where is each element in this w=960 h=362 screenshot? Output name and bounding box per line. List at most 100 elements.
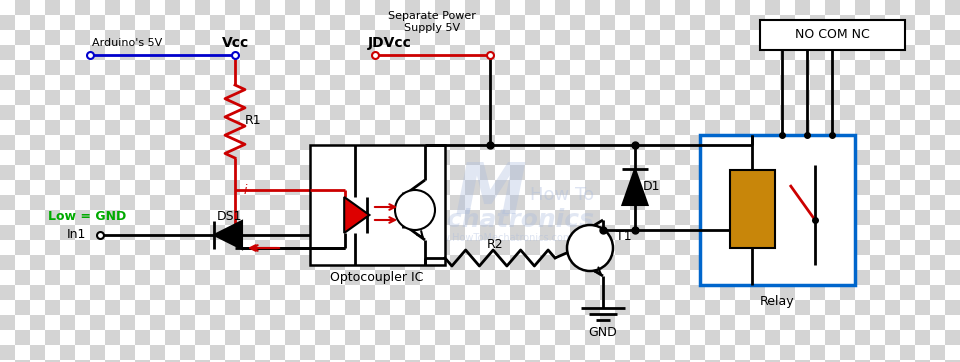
Bar	[105, 195, 120, 210]
Bar	[435, 225, 450, 240]
Bar	[870, 60, 885, 75]
Bar	[840, 60, 855, 75]
Bar	[270, 60, 285, 75]
Bar	[405, 270, 420, 285]
Bar	[510, 210, 525, 225]
Bar	[120, 315, 135, 330]
Bar	[615, 90, 630, 105]
Bar	[900, 105, 915, 120]
Bar	[45, 45, 60, 60]
Bar	[315, 165, 330, 180]
Bar	[105, 180, 120, 195]
Bar	[105, 45, 120, 60]
Bar	[75, 360, 90, 362]
Bar	[495, 225, 510, 240]
Bar	[675, 105, 690, 120]
Bar	[525, 315, 540, 330]
Bar	[465, 180, 480, 195]
Bar	[900, 210, 915, 225]
Bar	[150, 75, 165, 90]
Bar	[570, 345, 585, 360]
Bar	[855, 315, 870, 330]
Bar	[150, 135, 165, 150]
Bar	[600, 195, 615, 210]
Bar	[285, 360, 300, 362]
Bar	[300, 285, 315, 300]
Bar	[105, 210, 120, 225]
Bar	[705, 210, 720, 225]
Bar	[540, 315, 555, 330]
Bar	[795, 135, 810, 150]
Bar	[660, 195, 675, 210]
Bar	[240, 135, 255, 150]
Bar	[255, 0, 270, 15]
Bar	[180, 90, 195, 105]
Bar	[285, 300, 300, 315]
Bar	[600, 165, 615, 180]
Bar	[765, 315, 780, 330]
Bar	[780, 255, 795, 270]
Bar	[225, 315, 240, 330]
Bar	[630, 330, 645, 345]
Bar	[855, 135, 870, 150]
Bar	[315, 285, 330, 300]
Bar	[555, 300, 570, 315]
Bar	[345, 45, 360, 60]
Bar	[360, 45, 375, 60]
Bar	[810, 270, 825, 285]
Bar	[375, 165, 390, 180]
Bar	[705, 105, 720, 120]
Bar	[540, 15, 555, 30]
Bar	[630, 345, 645, 360]
Bar	[315, 240, 330, 255]
Bar	[510, 90, 525, 105]
Bar	[690, 285, 705, 300]
Bar	[900, 360, 915, 362]
Bar	[720, 120, 735, 135]
Bar	[90, 30, 105, 45]
Bar	[435, 300, 450, 315]
Bar	[525, 120, 540, 135]
Bar	[825, 180, 840, 195]
Bar	[255, 270, 270, 285]
Bar	[555, 270, 570, 285]
Bar	[780, 180, 795, 195]
Bar	[30, 15, 45, 30]
Bar	[465, 150, 480, 165]
Bar	[570, 270, 585, 285]
Bar	[300, 255, 315, 270]
Bar	[735, 210, 750, 225]
Bar	[720, 195, 735, 210]
Bar	[420, 360, 435, 362]
Bar	[30, 255, 45, 270]
Bar	[810, 360, 825, 362]
Bar	[765, 330, 780, 345]
Bar	[375, 15, 390, 30]
Bar	[0, 15, 15, 30]
Bar	[330, 330, 345, 345]
Bar	[150, 105, 165, 120]
Bar	[465, 300, 480, 315]
Bar	[900, 270, 915, 285]
Bar	[810, 90, 825, 105]
Bar	[90, 15, 105, 30]
Bar	[420, 285, 435, 300]
Bar	[375, 0, 390, 15]
Bar	[675, 30, 690, 45]
Bar	[705, 90, 720, 105]
Bar	[75, 30, 90, 45]
Bar	[0, 180, 15, 195]
Bar	[855, 180, 870, 195]
Bar	[495, 45, 510, 60]
Bar	[825, 330, 840, 345]
Bar	[210, 315, 225, 330]
Bar	[750, 255, 765, 270]
Bar	[855, 45, 870, 60]
Bar	[420, 0, 435, 15]
Bar	[165, 345, 180, 360]
Bar	[330, 75, 345, 90]
Bar	[690, 315, 705, 330]
Bar	[825, 30, 840, 45]
Bar	[255, 225, 270, 240]
Bar	[300, 360, 315, 362]
